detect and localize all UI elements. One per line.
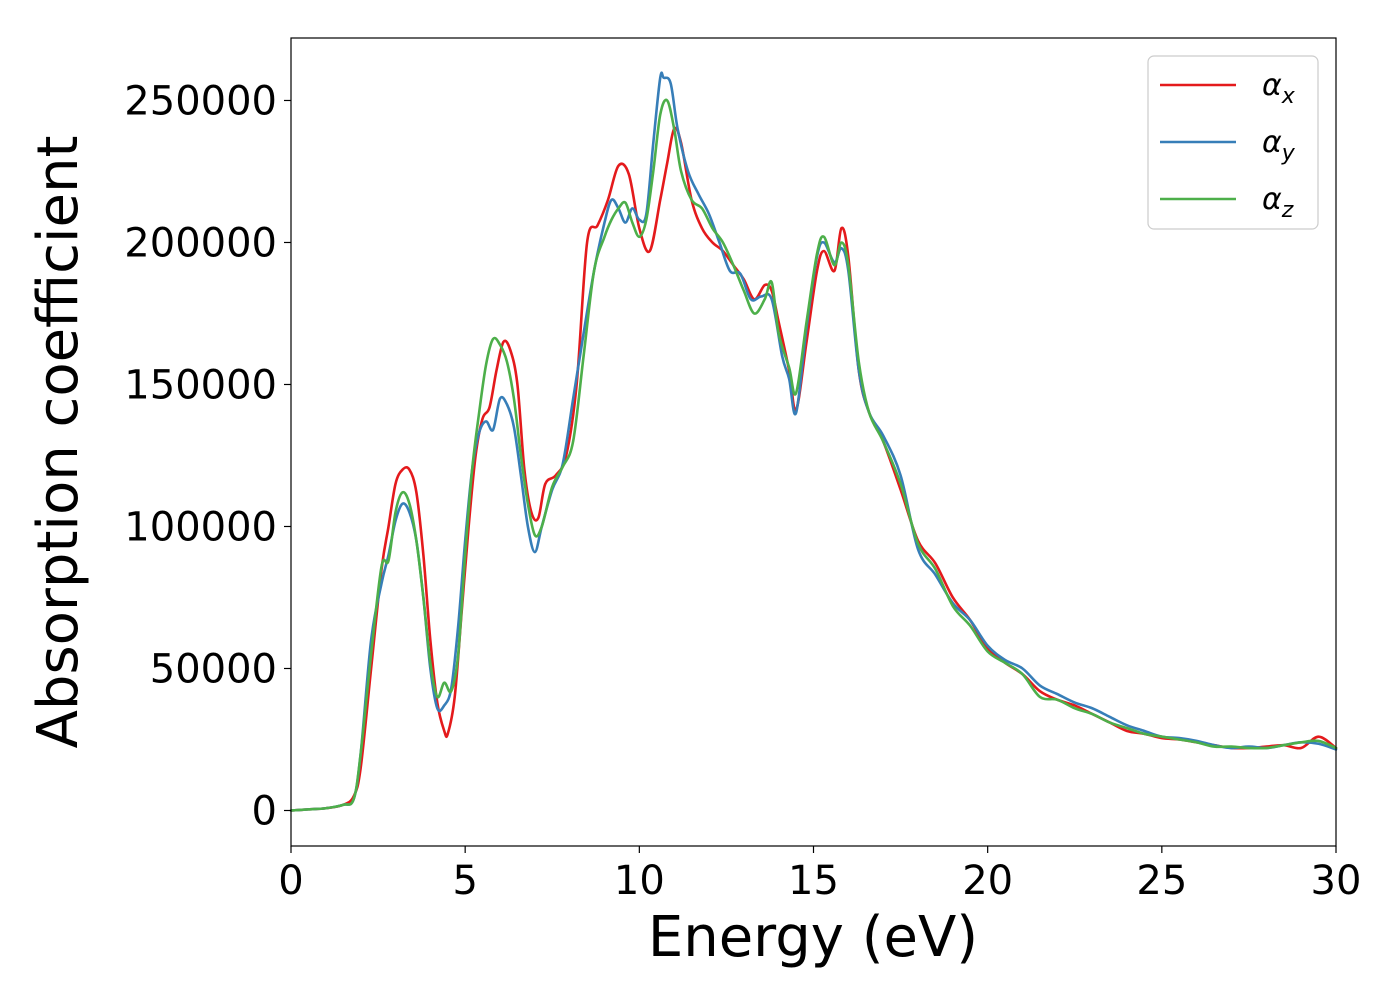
series-line-alpha-y <box>289 71 1338 812</box>
x-tick-label: 10 <box>614 858 665 904</box>
x-axis: 0 5 10 15 20 25 30 <box>278 846 1361 904</box>
x-tick-label: 20 <box>962 858 1013 904</box>
y-tick-label: 200000 <box>124 220 277 266</box>
y-tick-label: 0 <box>252 788 277 834</box>
y-axis: 0 50000 100000 150000 200000 250000 <box>124 78 291 834</box>
x-tick-label: 0 <box>278 858 303 904</box>
legend-label-alpha-y: αy <box>1262 125 1296 166</box>
y-tick-label: 250000 <box>124 78 277 124</box>
series-layer <box>289 71 1338 812</box>
x-axis-label: Energy (eV) <box>648 905 978 970</box>
legend-label-alpha-z: αz <box>1262 182 1294 223</box>
legend-label-alpha-x: αx <box>1262 68 1296 109</box>
series-line-alpha-z <box>289 98 1338 812</box>
legend: αx αy αz <box>1147 55 1319 230</box>
y-axis-label: Absorption coefficient <box>26 136 91 749</box>
y-tick-label: 100000 <box>124 504 277 550</box>
y-tick-label: 150000 <box>124 362 277 408</box>
x-tick-label: 15 <box>788 858 839 904</box>
y-tick-label: 50000 <box>150 646 277 692</box>
x-tick-label: 25 <box>1136 858 1187 904</box>
x-tick-label: 30 <box>1311 858 1362 904</box>
x-tick-label: 5 <box>452 858 477 904</box>
